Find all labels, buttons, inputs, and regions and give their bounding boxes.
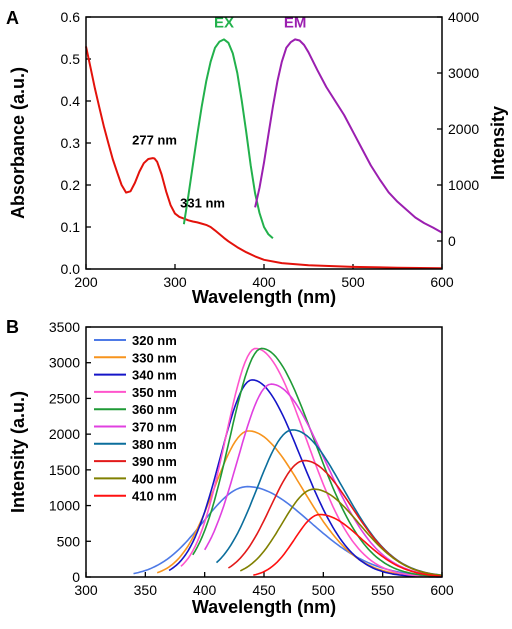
panel-b-y-tick-label: 3500 — [49, 319, 80, 335]
panel-b-frame — [85, 326, 443, 578]
legend-label: 320 nm — [132, 333, 177, 348]
panel-a-marks: 200 300 400 500 600 0.0 0.1 0.2 0.3 0.4 0.5 0.6 0 100… — [61, 9, 480, 290]
panel-b-y-axis-label: Intensity (a.u.) — [8, 391, 28, 513]
panel-a-right-tick-label: 0 — [448, 233, 456, 249]
legend-label: 340 nm — [132, 368, 177, 383]
panel-a-y-tick-label: 0.5 — [61, 51, 81, 67]
legend-label: 360 nm — [132, 402, 177, 417]
panel-b-marks: 300 350 400 450 500 550 600 0 500 1000 1500 2000 250… — [49, 319, 454, 598]
panel-b-y-tick-label: 2500 — [49, 390, 80, 406]
panel-a-x-tick-label: 600 — [430, 274, 454, 290]
panel-a-series-ex — [182, 38, 274, 239]
panel-a-series-em — [254, 38, 443, 234]
panel-a-frame — [85, 16, 443, 270]
panel-a-x-axis-label: Wavelength (nm) — [192, 287, 336, 307]
panel-b-x-tick-label: 300 — [74, 582, 98, 598]
panel-b-series-370-nm — [204, 383, 443, 577]
panel-b: B 300 350 400 450 500 550 600 0 500 1000 1500 2000 2… — [6, 317, 454, 617]
panel-a-right-tick-label: 2000 — [448, 121, 479, 137]
panel-b-series-410-nm — [253, 513, 441, 577]
legend-label: 350 nm — [132, 385, 177, 400]
panel-a-y-tick-label: 0.4 — [61, 93, 81, 109]
panel-b-x-tick-label: 350 — [134, 582, 158, 598]
panel-b-y-tick-label: 500 — [57, 533, 81, 549]
panel-a-y-axis-label: Absorbance (a.u.) — [8, 67, 28, 219]
panel-b-y-tick-label: 3000 — [49, 355, 80, 371]
panel-b-x-tick-label: 450 — [252, 582, 276, 598]
panel-a-x-tick-label: 400 — [252, 274, 276, 290]
legend-label: 370 nm — [132, 420, 177, 435]
panel-a: A 200 300 400 500 600 0.0 0.1 0.2 0.3 0.4 0.5 0.6 0 1… — [6, 8, 508, 307]
panel-b-series-380-nm — [215, 429, 443, 576]
panel-a-x-tick-label: 500 — [341, 274, 365, 290]
panel-a-series-label-ex: EX — [214, 14, 234, 31]
legend-label: 330 nm — [132, 350, 177, 365]
panel-b-series-350-nm — [180, 347, 443, 578]
panel-a-x-tick-label: 300 — [163, 274, 187, 290]
legend-label: 380 nm — [132, 437, 177, 452]
panel-b-label: B — [6, 317, 19, 337]
panel-a-annotation: 277 nm — [132, 133, 177, 148]
panel-b-x-axis-label: Wavelength (nm) — [192, 597, 336, 617]
panel-a-right-tick-label: 4000 — [448, 9, 479, 25]
panel-a-y-tick-label: 0.6 — [61, 9, 81, 25]
panel-a-right-tick-label: 1000 — [448, 177, 479, 193]
panel-b-y-tick-label: 2000 — [49, 426, 80, 442]
panel-b-series-400-nm — [239, 488, 443, 577]
legend-label: 390 nm — [132, 454, 177, 469]
panel-a-label: A — [6, 8, 19, 28]
panel-b-series-340-nm — [168, 379, 442, 578]
panel-b-y-tick-label: 0 — [72, 569, 80, 585]
panel-b-y-tick-label: 1000 — [49, 498, 80, 514]
panel-b-x-tick-label: 400 — [193, 582, 217, 598]
panel-a-right-axis-label: Intensity — [488, 106, 508, 180]
panel-a-y-tick-label: 0.1 — [61, 219, 81, 235]
panel-b-y-tick-label: 1500 — [49, 462, 80, 478]
panel-a-y-tick-label: 0.2 — [61, 177, 81, 193]
panel-a-right-tick-label: 3000 — [448, 65, 479, 81]
legend-label: 410 nm — [132, 489, 177, 504]
panel-b-series-360-nm — [192, 347, 443, 578]
panel-b-x-tick-label: 500 — [312, 582, 336, 598]
panel-b-x-tick-label: 600 — [430, 582, 454, 598]
panel-a-y-tick-label: 0.3 — [61, 135, 81, 151]
panel-a-y-tick-label: 0.0 — [61, 261, 81, 277]
legend-label: 400 nm — [132, 471, 177, 486]
panel-a-x-tick-label: 200 — [74, 274, 98, 290]
panel-b-x-tick-label: 550 — [371, 582, 395, 598]
panel-a-annotation: 331 nm — [180, 195, 225, 210]
panel-a-series-label-em: EM — [284, 14, 307, 31]
panel-a-series-absorbance — [85, 46, 443, 270]
